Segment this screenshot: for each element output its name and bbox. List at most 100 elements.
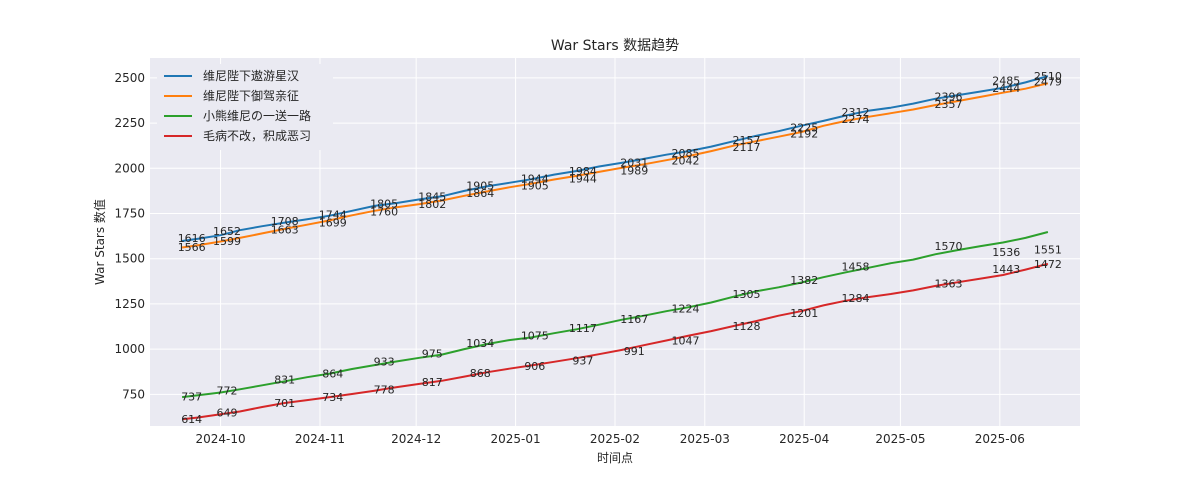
data-label: 1905 [466, 179, 494, 192]
data-label: 1663 [271, 223, 299, 236]
data-label: 1363 [935, 278, 963, 291]
data-label: 2510 [1034, 70, 1062, 83]
y-tick-label: 2500 [114, 71, 145, 85]
data-label: 1944 [569, 172, 597, 185]
data-label: 2444 [992, 82, 1020, 95]
data-label: 1443 [992, 263, 1020, 276]
data-label: 772 [216, 384, 237, 397]
legend-box [157, 64, 333, 150]
data-label: 1805 [370, 198, 398, 211]
legend-label-3: 小熊维尼の一送一路 [203, 108, 311, 123]
data-label: 1284 [842, 292, 870, 305]
series-line-4 [181, 262, 1049, 421]
y-tick-label: 2000 [114, 161, 145, 175]
data-label: 649 [216, 407, 237, 420]
data-label: 1744 [319, 209, 347, 222]
data-label: 734 [322, 391, 343, 404]
data-label: 1472 [1034, 258, 1062, 271]
series-line-3 [181, 231, 1049, 399]
data-label: 831 [274, 374, 295, 387]
data-label: 1864 [466, 187, 494, 200]
x-tick-label: 2025-06 [975, 432, 1025, 446]
data-label: 2042 [672, 155, 700, 168]
x-axis-label: 时间点 [597, 451, 633, 465]
data-label: 1551 [1034, 244, 1062, 257]
data-label: 1034 [466, 337, 494, 350]
data-label: 2274 [842, 113, 870, 126]
data-label: 2485 [992, 75, 1020, 88]
y-axis-ticks: 750 1000 1250 1500 1750 2000 2250 2500 [114, 71, 145, 401]
data-label: 906 [524, 360, 545, 373]
data-label: 991 [624, 345, 645, 358]
x-tick-label: 2025-01 [491, 432, 541, 446]
data-label: 2117 [732, 141, 760, 154]
data-label: 701 [274, 397, 295, 410]
data-label: 975 [422, 348, 443, 361]
data-label: 1382 [790, 274, 818, 287]
data-label: 937 [572, 355, 593, 368]
y-axis-label: War Stars 数值 [92, 199, 107, 285]
data-label: 2225 [790, 122, 818, 135]
x-tick-label: 2025-02 [590, 432, 640, 446]
y-tick-label: 750 [122, 387, 145, 401]
legend-label-1: 维尼陛下遨游星汉 [203, 68, 299, 83]
data-label: 1599 [213, 235, 241, 248]
data-label: 868 [470, 367, 491, 380]
data-label: 2479 [1034, 76, 1062, 89]
series-line-1 [181, 75, 1049, 242]
data-label: 817 [422, 376, 443, 389]
x-tick-label: 2025-05 [875, 432, 925, 446]
data-label: 1652 [213, 225, 241, 238]
x-tick-label: 2024-10 [195, 432, 245, 446]
data-label: 1128 [732, 320, 760, 333]
data-label: 614 [181, 413, 202, 426]
data-label: 1845 [418, 190, 446, 203]
data-label: 1616 [178, 232, 206, 245]
data-label: 1201 [790, 307, 818, 320]
data-label: 864 [322, 368, 343, 381]
x-axis-ticks: 2024-10 2024-11 2024-12 2025-01 2025-02 2025-… [195, 432, 1024, 446]
x-tick-label: 2025-04 [779, 432, 829, 446]
data-label: 2157 [732, 134, 760, 147]
data-label: 2031 [620, 157, 648, 170]
data-label: 778 [374, 383, 395, 396]
data-label: 2085 [672, 147, 700, 160]
data-label: 1458 [842, 260, 870, 273]
data-label: 1570 [935, 240, 963, 253]
data-label: 1117 [569, 322, 597, 335]
data-label: 1224 [672, 303, 700, 316]
data-label: 1075 [521, 330, 549, 343]
data-label: 2396 [935, 91, 963, 104]
data-label: 1536 [992, 246, 1020, 259]
data-label: 1905 [521, 179, 549, 192]
y-tick-label: 1250 [114, 297, 145, 311]
chart-title: War Stars 数据趋势 [551, 38, 679, 54]
y-tick-label: 1750 [114, 207, 145, 221]
series-line-2 [181, 82, 1049, 249]
data-label: 2357 [935, 98, 963, 111]
data-label: 1760 [370, 206, 398, 219]
data-label: 1305 [732, 288, 760, 301]
x-tick-label: 2025-03 [680, 432, 730, 446]
data-label: 1944 [521, 172, 549, 185]
y-tick-label: 1500 [114, 252, 145, 266]
series-lines [181, 75, 1049, 421]
grid [150, 58, 1080, 426]
x-tick-label: 2024-11 [295, 432, 345, 446]
legend-label-4: 毛病不改，积成恶习 [203, 128, 311, 143]
data-label: 1802 [418, 198, 446, 211]
data-label: 1984 [569, 165, 597, 178]
data-label: 1167 [620, 313, 648, 326]
y-tick-label: 2250 [114, 116, 145, 130]
data-label: 1708 [271, 215, 299, 228]
data-label: 2192 [790, 128, 818, 141]
data-labels: 1566 159916631699176018021864190519441989… [178, 70, 1062, 426]
data-label: 1989 [620, 164, 648, 177]
data-label: 737 [181, 391, 202, 404]
x-tick-label: 2024-12 [391, 432, 441, 446]
data-label: 1566 [178, 241, 206, 254]
data-label: 1047 [672, 335, 700, 348]
data-label: 933 [374, 355, 395, 368]
